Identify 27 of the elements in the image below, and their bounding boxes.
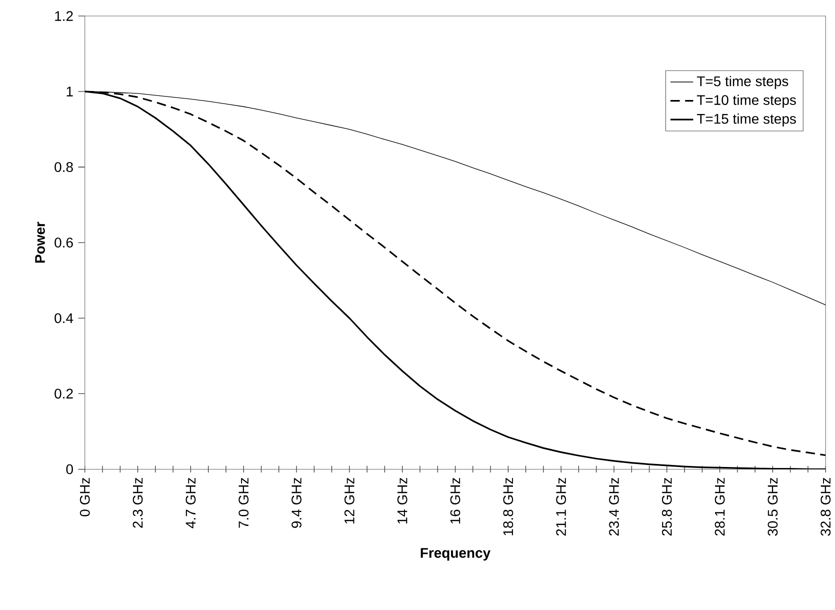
legend-label: T=10 time steps	[696, 94, 796, 108]
y-tick-label: 0.8	[54, 162, 73, 172]
x-tick-label: 0 GHz	[80, 478, 90, 516]
x-tick-label: 23.4 GHz	[609, 478, 619, 536]
y-tick-label: 1.2	[55, 11, 73, 21]
x-tick-label: 2.3 GHz	[132, 478, 143, 528]
y-axis-title: Power	[35, 222, 45, 263]
x-axis-title: Frequency	[420, 548, 490, 561]
x-tick-label: 18.8 GHz	[503, 478, 514, 536]
legend-label: T=15 time steps	[696, 114, 796, 127]
x-tick-label: 9.4 GHz	[292, 478, 302, 528]
y-tick-label: 0.2	[54, 388, 73, 399]
legend-label: T=5 time steps	[696, 76, 788, 89]
x-tick-label: 32.8 GHz	[820, 478, 831, 536]
x-tick-label: 12 GHz	[344, 478, 354, 524]
x-tick-label: 30.5 GHz	[768, 478, 778, 536]
x-tick-label: 14 GHz	[397, 478, 408, 524]
x-tick-label: 21.1 GHz	[556, 478, 566, 536]
x-tick-label: 7.0 GHz	[238, 478, 249, 528]
y-tick-label: 1	[66, 86, 73, 96]
x-tick-label: 16 GHz	[450, 478, 460, 524]
y-tick-label: 0.4	[54, 313, 74, 324]
y-tick-label: 0	[66, 464, 73, 474]
y-tick-label: 0.6	[54, 238, 73, 248]
x-tick-label: 25.8 GHz	[662, 478, 672, 536]
x-tick-label: 4.7 GHz	[186, 478, 196, 528]
x-tick-label: 28.1 GHz	[714, 478, 725, 536]
